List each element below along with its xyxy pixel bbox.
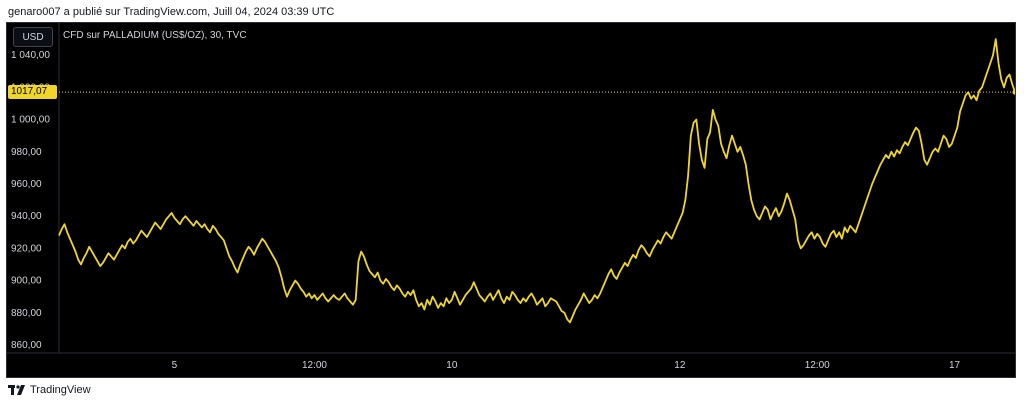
axes-layer: 860,00 880,00 900,00 920,00 940,00 960,00 980,… xyxy=(7,23,1015,371)
y-tick-label: 920,00 xyxy=(11,243,42,254)
y-tick-label: 1 000,00 xyxy=(11,115,50,126)
footer: TradingView xyxy=(8,384,91,396)
x-tick-label: 5 xyxy=(172,360,178,371)
series-layer xyxy=(58,38,1015,324)
tradingview-logo-icon xyxy=(8,385,26,395)
last-price-label: 1017,07 xyxy=(8,85,57,100)
footer-brand[interactable]: TradingView xyxy=(30,384,91,396)
y-tick-label: 980,00 xyxy=(11,147,42,158)
chart-panel[interactable]: 860,00 880,00 900,00 920,00 940,00 960,00 980,… xyxy=(6,22,1016,378)
price-series-line xyxy=(58,38,1015,324)
currency-button[interactable]: USD xyxy=(13,27,53,47)
y-tick-label: 860,00 xyxy=(11,340,42,351)
y-tick-label: 900,00 xyxy=(11,276,42,287)
y-tick-label: 880,00 xyxy=(11,308,42,319)
x-tick-label: 10 xyxy=(446,360,458,371)
x-tick-label: 17 xyxy=(949,360,961,371)
last-point-marker xyxy=(1012,89,1015,95)
publisher-header: genaro007 a publié sur TradingView.com, … xyxy=(8,6,335,18)
x-tick-label: 12 xyxy=(674,360,686,371)
x-tick-label: 12:00 xyxy=(302,360,327,371)
x-tick-label: 12:00 xyxy=(805,360,830,371)
y-tick-label: 960,00 xyxy=(11,179,42,190)
y-tick-label: 1 040,00 xyxy=(11,50,50,61)
symbol-legend: CFD sur PALLADIUM (US$/OZ), 30, TVC xyxy=(63,30,247,41)
y-tick-label: 940,00 xyxy=(11,211,42,222)
price-chart[interactable]: 860,00 880,00 900,00 920,00 940,00 960,00 980,… xyxy=(7,23,1016,378)
